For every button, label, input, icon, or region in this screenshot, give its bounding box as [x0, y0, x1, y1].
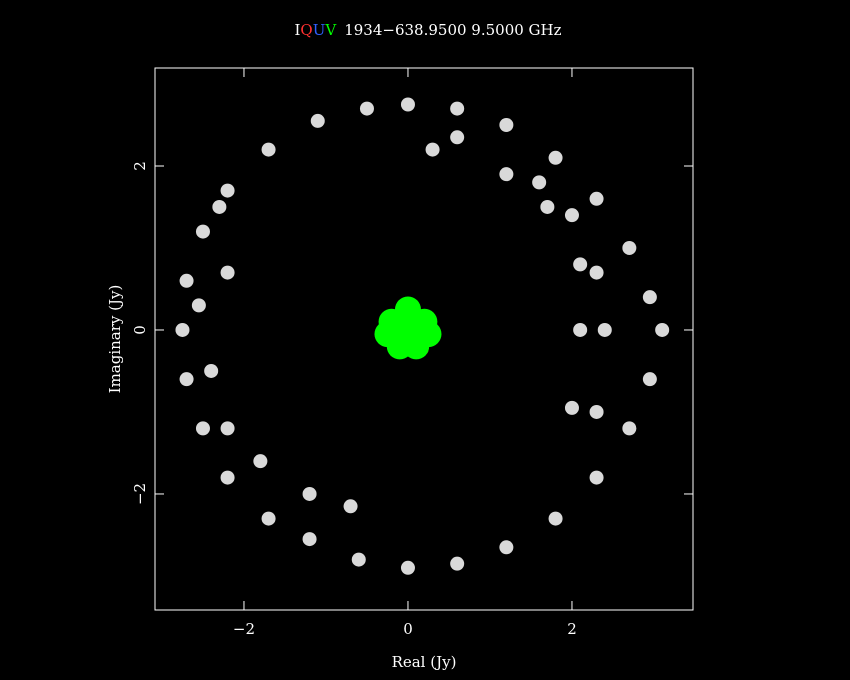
point — [415, 321, 442, 348]
point — [191, 298, 206, 313]
legend-entry: Q — [300, 21, 312, 39]
y-tick-label: −2 — [131, 483, 149, 505]
point — [302, 532, 317, 547]
y-axis-label: Imaginary (Jy) — [106, 285, 124, 394]
point — [220, 421, 235, 436]
point — [450, 556, 465, 571]
point — [374, 321, 401, 348]
x-axis-label: Real (Jy) — [392, 653, 457, 671]
point — [642, 372, 657, 387]
point — [400, 97, 415, 112]
x-tick-label: −2 — [233, 620, 255, 638]
point — [220, 470, 235, 485]
y-tick-label: 0 — [131, 325, 149, 335]
point — [359, 101, 374, 116]
point — [655, 322, 670, 337]
point — [204, 363, 219, 378]
legend-entry: V — [324, 21, 337, 39]
legend-entry: U — [313, 21, 326, 39]
point — [499, 540, 514, 555]
point — [589, 470, 604, 485]
point — [253, 454, 268, 469]
point — [622, 240, 637, 255]
title-text: 1934−638.9500 9.5000 GHz — [344, 21, 561, 39]
point — [425, 142, 440, 157]
point — [212, 199, 227, 214]
x-tick-label: 2 — [567, 620, 577, 638]
point — [261, 511, 276, 526]
point — [450, 130, 465, 145]
point — [343, 499, 358, 514]
point — [499, 167, 514, 182]
point — [179, 372, 194, 387]
point — [394, 296, 421, 323]
chart-title: IQUV 1934−638.9500 9.5000 GHz — [294, 21, 561, 39]
point — [400, 560, 415, 575]
point — [175, 322, 190, 337]
legend-entry: I — [294, 21, 300, 39]
point — [564, 400, 579, 415]
point — [642, 290, 657, 305]
point — [540, 199, 555, 214]
point — [548, 511, 563, 526]
point — [220, 183, 235, 198]
y-tick-label: 2 — [131, 161, 149, 171]
point — [179, 273, 194, 288]
point — [589, 265, 604, 280]
point — [589, 191, 604, 206]
point — [302, 486, 317, 501]
point — [195, 421, 210, 436]
point — [450, 101, 465, 116]
point — [622, 421, 637, 436]
point — [310, 113, 325, 128]
point — [220, 265, 235, 280]
point — [589, 404, 604, 419]
point — [499, 117, 514, 132]
point — [573, 322, 588, 337]
point — [532, 175, 547, 190]
point — [573, 257, 588, 272]
point — [597, 322, 612, 337]
plot-frame — [154, 67, 694, 611]
point — [564, 208, 579, 223]
point — [548, 150, 563, 165]
point — [261, 142, 276, 157]
x-tick-label: 0 — [403, 620, 413, 638]
point — [195, 224, 210, 239]
point — [351, 552, 366, 567]
